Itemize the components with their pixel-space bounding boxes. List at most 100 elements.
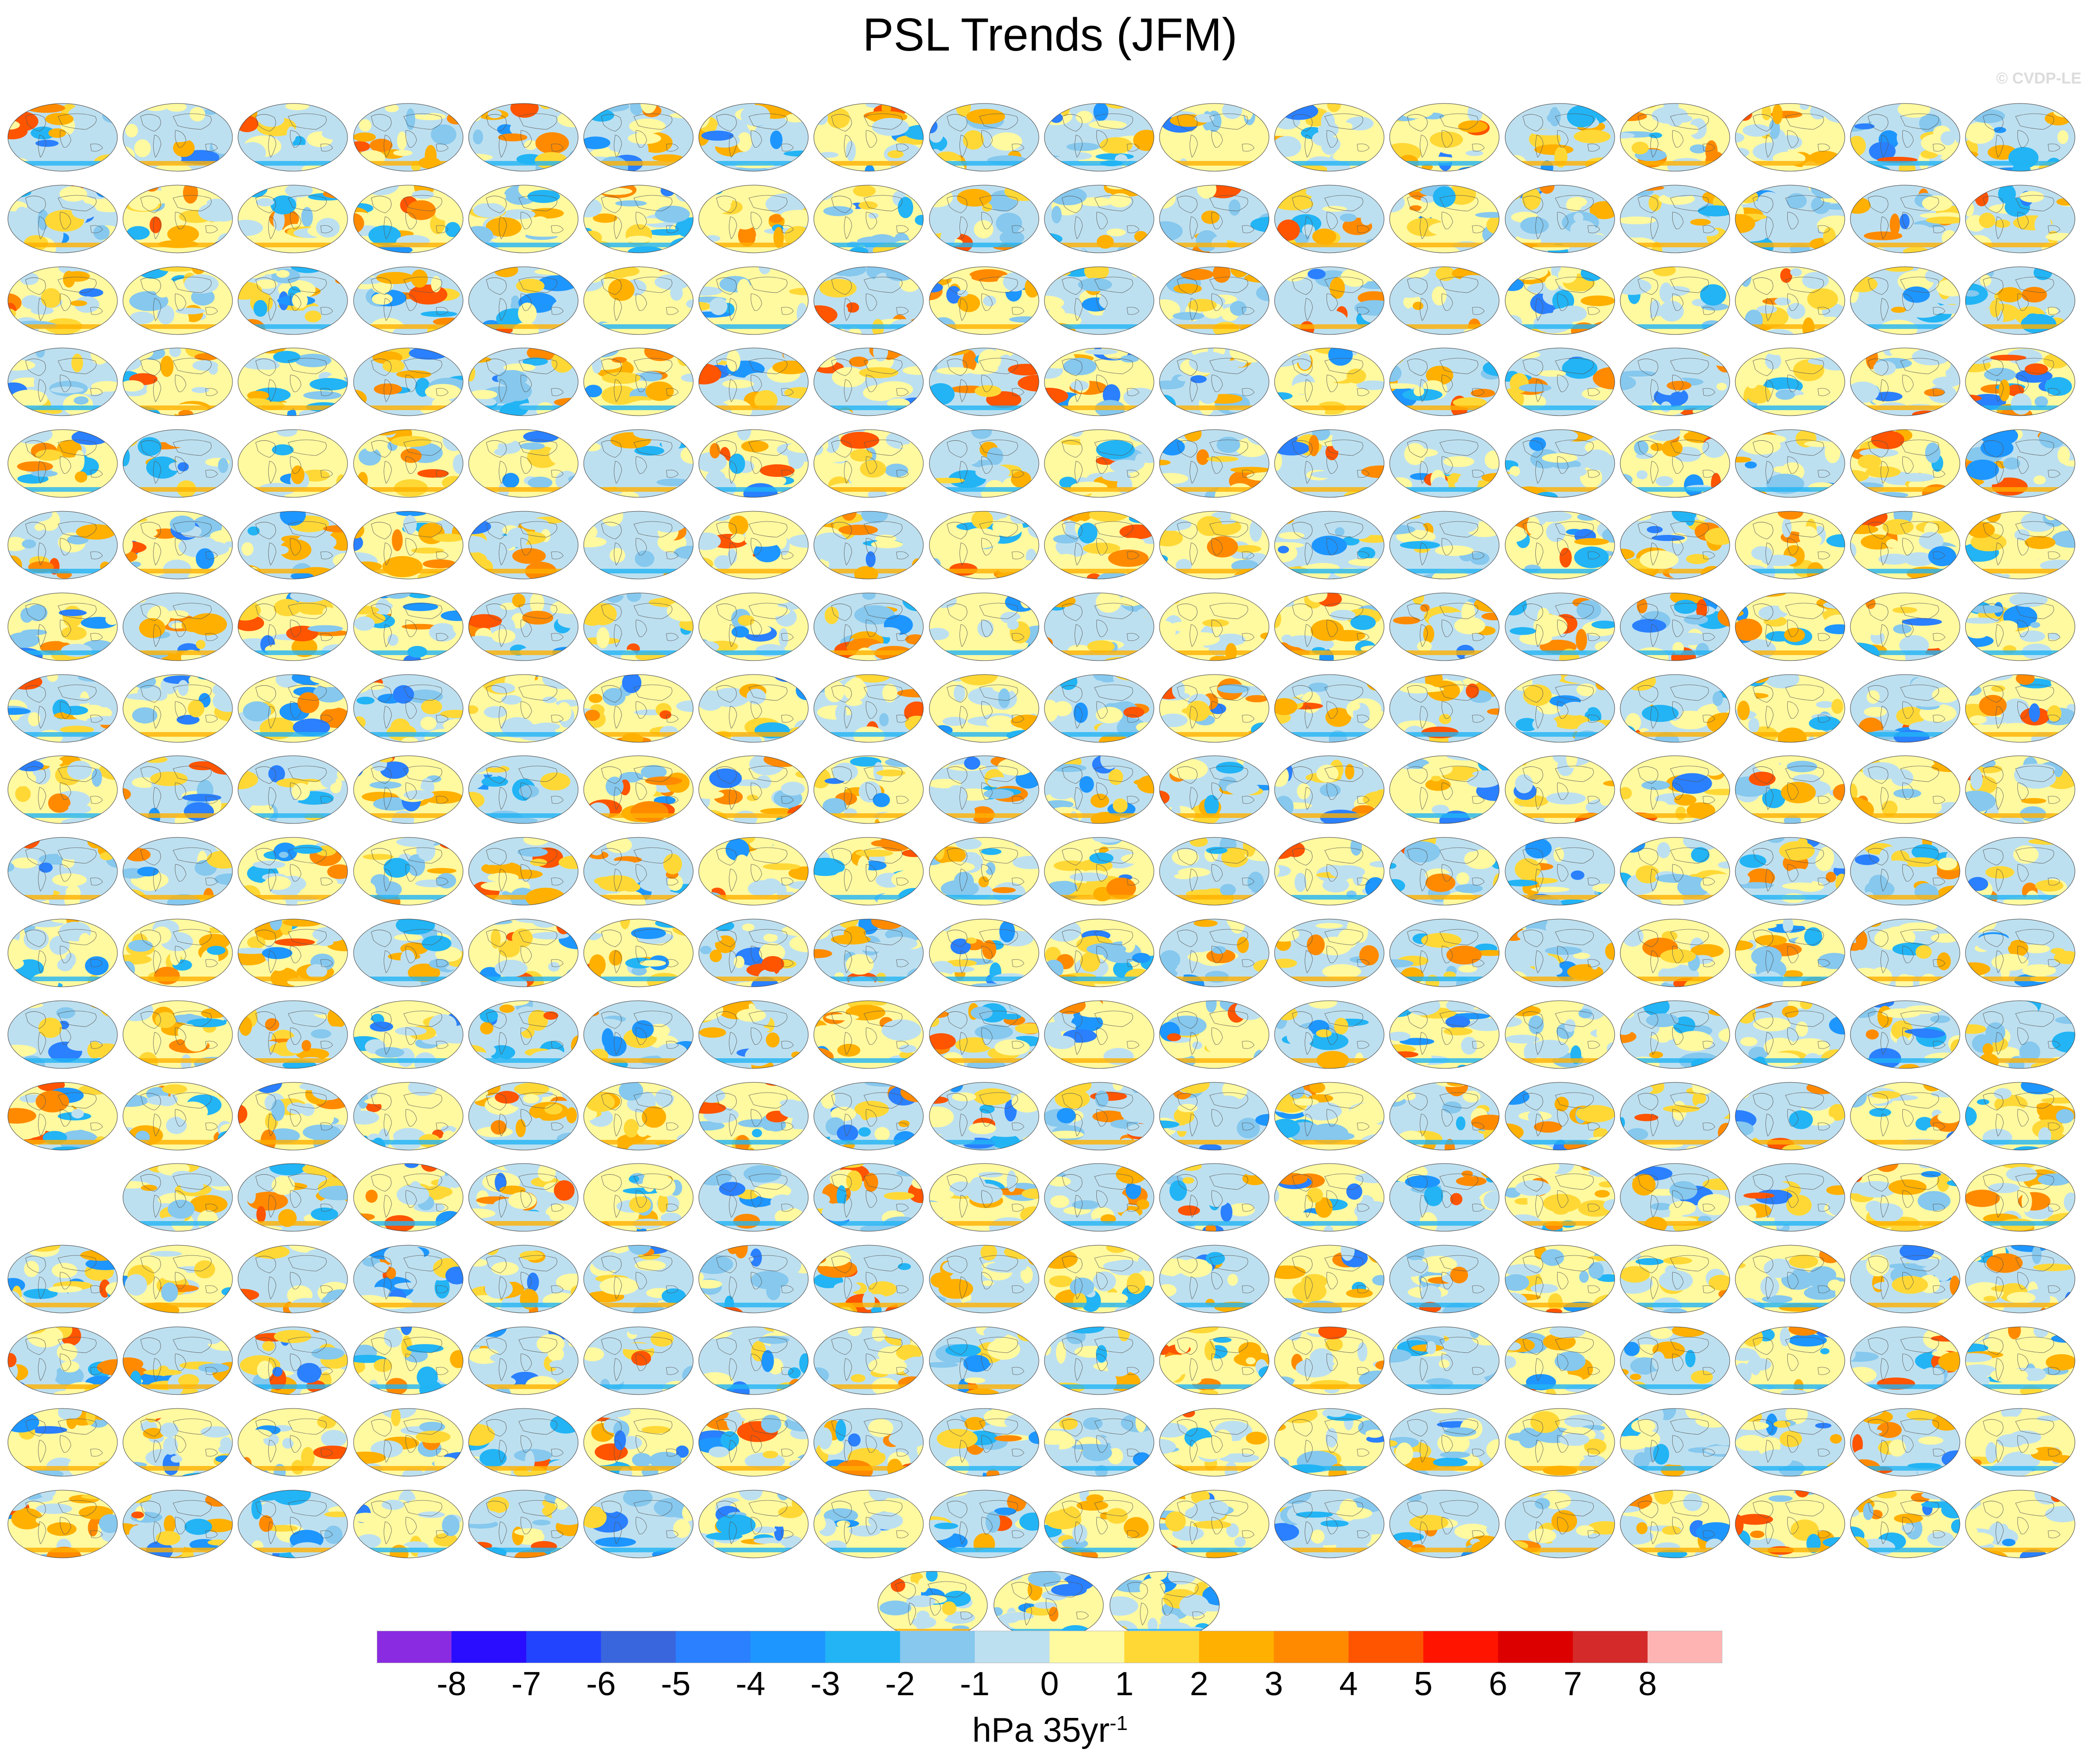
map-panel xyxy=(1965,1074,2078,1154)
global-map xyxy=(468,919,579,987)
map-panel xyxy=(928,992,1042,1072)
map-panel xyxy=(583,503,696,583)
global-map xyxy=(353,592,464,661)
units-exponent: -1 xyxy=(1109,1712,1128,1735)
map-panel xyxy=(1159,1237,1272,1317)
map-panel xyxy=(468,258,581,338)
map-panel xyxy=(1734,95,1848,175)
map-panel xyxy=(1965,1155,2078,1235)
global-map xyxy=(929,592,1039,661)
global-map xyxy=(813,429,924,498)
map-panel xyxy=(468,1318,581,1398)
map-panel xyxy=(1159,421,1272,501)
map-panel-grid xyxy=(7,95,2078,1640)
global-map xyxy=(1389,919,1500,987)
map-panel xyxy=(122,1155,236,1235)
map-panel xyxy=(1159,666,1272,746)
colorbar-swatch xyxy=(1199,1631,1274,1663)
global-map xyxy=(468,1000,579,1069)
global-map xyxy=(929,1245,1039,1313)
global-map xyxy=(353,837,464,906)
map-panel xyxy=(237,992,351,1072)
map-panel xyxy=(928,911,1042,990)
global-map xyxy=(468,429,579,498)
global-map xyxy=(238,185,348,253)
global-map xyxy=(7,185,118,253)
map-panel xyxy=(1159,747,1272,827)
map-panel xyxy=(1734,1318,1848,1398)
map-panel xyxy=(1504,666,1618,746)
global-map xyxy=(1389,1245,1500,1313)
global-map xyxy=(813,1245,924,1313)
map-panel xyxy=(1274,503,1387,583)
map-panel xyxy=(237,503,351,583)
colorbar-swatch xyxy=(1423,1631,1499,1663)
global-map xyxy=(1274,755,1385,824)
global-map xyxy=(813,1000,924,1069)
map-panel xyxy=(1389,1074,1502,1154)
global-map xyxy=(1159,185,1269,253)
map-panel xyxy=(928,747,1042,827)
map-panel xyxy=(237,1155,351,1235)
map-panel xyxy=(122,1400,236,1480)
global-map xyxy=(1274,1326,1385,1395)
map-panel xyxy=(1159,911,1272,990)
colorbar-swatch xyxy=(377,1631,452,1663)
map-panel xyxy=(1619,421,1733,501)
global-map xyxy=(1965,837,2075,906)
global-map xyxy=(7,1408,118,1477)
global-map xyxy=(1505,1408,1615,1477)
map-panel xyxy=(698,1482,812,1562)
map-panel xyxy=(237,911,351,990)
map-panel xyxy=(1619,666,1733,746)
global-map xyxy=(468,674,579,743)
global-map xyxy=(698,1490,809,1558)
global-map xyxy=(7,1000,118,1069)
map-panel xyxy=(468,1400,581,1480)
map-panel xyxy=(1619,829,1733,909)
global-map xyxy=(353,429,464,498)
global-map xyxy=(929,674,1039,743)
map-panel xyxy=(1044,1074,1157,1154)
global-map xyxy=(929,1326,1039,1395)
map-panel xyxy=(1965,95,2078,175)
colorbar-tick-label: 1 xyxy=(1115,1666,1134,1703)
global-map xyxy=(929,185,1039,253)
global-map xyxy=(1505,1326,1615,1395)
global-map xyxy=(1620,103,1730,172)
map-panel xyxy=(1504,340,1618,419)
map-panel xyxy=(1389,340,1502,419)
global-map xyxy=(238,837,348,906)
map-panel xyxy=(583,340,696,419)
map-panel xyxy=(1504,258,1618,338)
map-panel xyxy=(928,258,1042,338)
global-map xyxy=(1389,511,1500,579)
map-panel xyxy=(1619,1155,1733,1235)
map-panel xyxy=(698,992,812,1072)
global-map xyxy=(1389,837,1500,906)
map-panel xyxy=(1849,1318,1963,1398)
map-panel xyxy=(1159,1155,1272,1235)
map-panel xyxy=(813,177,927,257)
global-map xyxy=(813,103,924,172)
global-map xyxy=(1850,755,1960,824)
map-panel xyxy=(1849,1482,1963,1562)
global-map xyxy=(929,429,1039,498)
map-panel xyxy=(1504,503,1618,583)
map-panel xyxy=(583,177,696,257)
global-map xyxy=(813,266,924,335)
map-panel xyxy=(698,1074,812,1154)
global-map xyxy=(1735,1163,1845,1232)
global-map xyxy=(698,429,809,498)
map-panel xyxy=(1965,421,2078,501)
map-panel xyxy=(1159,1400,1272,1480)
global-map xyxy=(353,103,464,172)
map-panel xyxy=(122,177,236,257)
global-map xyxy=(583,837,694,906)
global-map xyxy=(1044,347,1154,416)
map-panel xyxy=(1389,666,1502,746)
global-map xyxy=(7,755,118,824)
global-map xyxy=(929,266,1039,335)
map-panel xyxy=(7,95,121,175)
global-map xyxy=(238,1408,348,1477)
